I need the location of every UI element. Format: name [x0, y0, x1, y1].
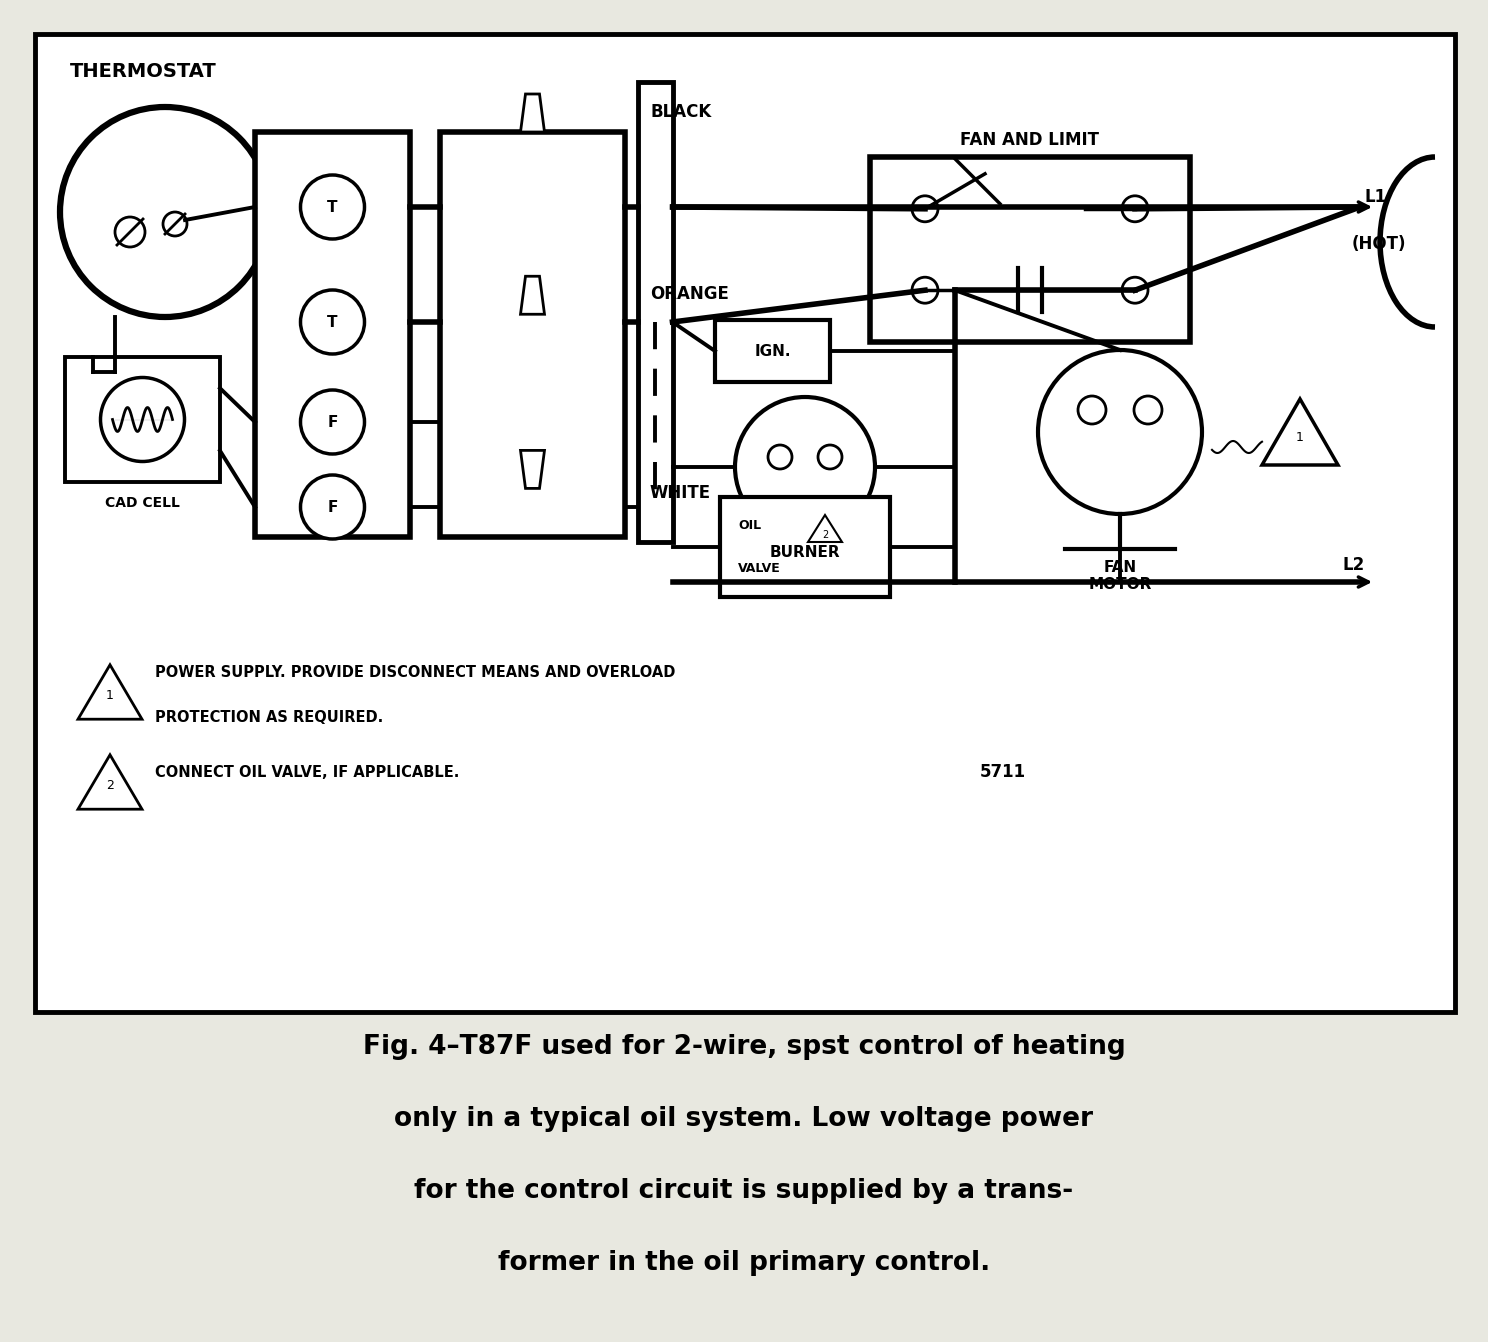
Text: for the control circuit is supplied by a trans-: for the control circuit is supplied by a…	[415, 1178, 1073, 1204]
Text: FAN
MOTOR: FAN MOTOR	[1088, 560, 1152, 592]
Polygon shape	[77, 664, 141, 719]
Text: WHITE: WHITE	[650, 484, 711, 502]
Bar	[65, 357, 220, 482]
Circle shape	[301, 174, 365, 239]
Circle shape	[60, 107, 269, 317]
Text: T: T	[327, 200, 338, 215]
Circle shape	[735, 397, 875, 537]
Text: former in the oil primary control.: former in the oil primary control.	[498, 1249, 990, 1276]
Text: CONNECT OIL VALVE, IF APPLICABLE.: CONNECT OIL VALVE, IF APPLICABLE.	[155, 765, 460, 780]
Circle shape	[1077, 396, 1106, 424]
Text: PROTECTION AS REQUIRED.: PROTECTION AS REQUIRED.	[155, 710, 384, 725]
Polygon shape	[521, 94, 545, 132]
Polygon shape	[77, 754, 141, 809]
Circle shape	[912, 278, 937, 303]
Circle shape	[1134, 396, 1162, 424]
Text: (HOT): (HOT)	[1353, 235, 1406, 254]
Polygon shape	[521, 451, 545, 488]
Circle shape	[912, 196, 937, 221]
Text: CAD CELL: CAD CELL	[106, 497, 180, 510]
Text: BLACK: BLACK	[650, 103, 711, 121]
Text: BURNER: BURNER	[769, 545, 841, 560]
Circle shape	[301, 391, 365, 454]
Circle shape	[301, 475, 365, 539]
Circle shape	[115, 217, 144, 247]
Text: Fig. 4–T87F used for 2-wire, spst control of heating: Fig. 4–T87F used for 2-wire, spst contro…	[363, 1033, 1125, 1060]
Text: FAN AND LIMIT: FAN AND LIMIT	[960, 132, 1100, 149]
Bar	[716, 319, 830, 382]
Bar	[254, 132, 411, 537]
Text: T: T	[327, 314, 338, 330]
Text: 1: 1	[106, 688, 115, 702]
Bar	[637, 82, 673, 542]
Text: 2: 2	[821, 530, 829, 539]
Text: THERMOSTAT: THERMOSTAT	[70, 62, 217, 81]
Circle shape	[101, 377, 185, 462]
Text: L1: L1	[1364, 188, 1387, 207]
Text: OIL: OIL	[738, 519, 762, 531]
Text: IGN.: IGN.	[754, 344, 790, 358]
Polygon shape	[808, 515, 842, 542]
Bar	[440, 132, 625, 537]
Text: VALVE: VALVE	[738, 562, 781, 574]
Text: ORANGE: ORANGE	[650, 286, 729, 303]
Bar	[36, 34, 1455, 1012]
Circle shape	[1122, 278, 1149, 303]
Text: 1: 1	[1296, 431, 1303, 443]
Text: only in a typical oil system. Low voltage power: only in a typical oil system. Low voltag…	[394, 1106, 1094, 1133]
Circle shape	[1122, 196, 1149, 221]
Circle shape	[1039, 350, 1202, 514]
Circle shape	[768, 446, 792, 468]
Text: L2: L2	[1342, 556, 1364, 574]
Bar	[870, 157, 1190, 342]
Polygon shape	[1262, 399, 1338, 464]
Text: F: F	[327, 415, 338, 429]
Text: 5711: 5711	[981, 764, 1027, 781]
Circle shape	[301, 290, 365, 354]
Text: POWER SUPPLY. PROVIDE DISCONNECT MEANS AND OVERLOAD: POWER SUPPLY. PROVIDE DISCONNECT MEANS A…	[155, 666, 676, 680]
Polygon shape	[521, 276, 545, 314]
Circle shape	[818, 446, 842, 468]
Bar	[720, 497, 890, 597]
Text: F: F	[327, 499, 338, 514]
Circle shape	[164, 212, 187, 236]
Text: 2: 2	[106, 778, 115, 792]
